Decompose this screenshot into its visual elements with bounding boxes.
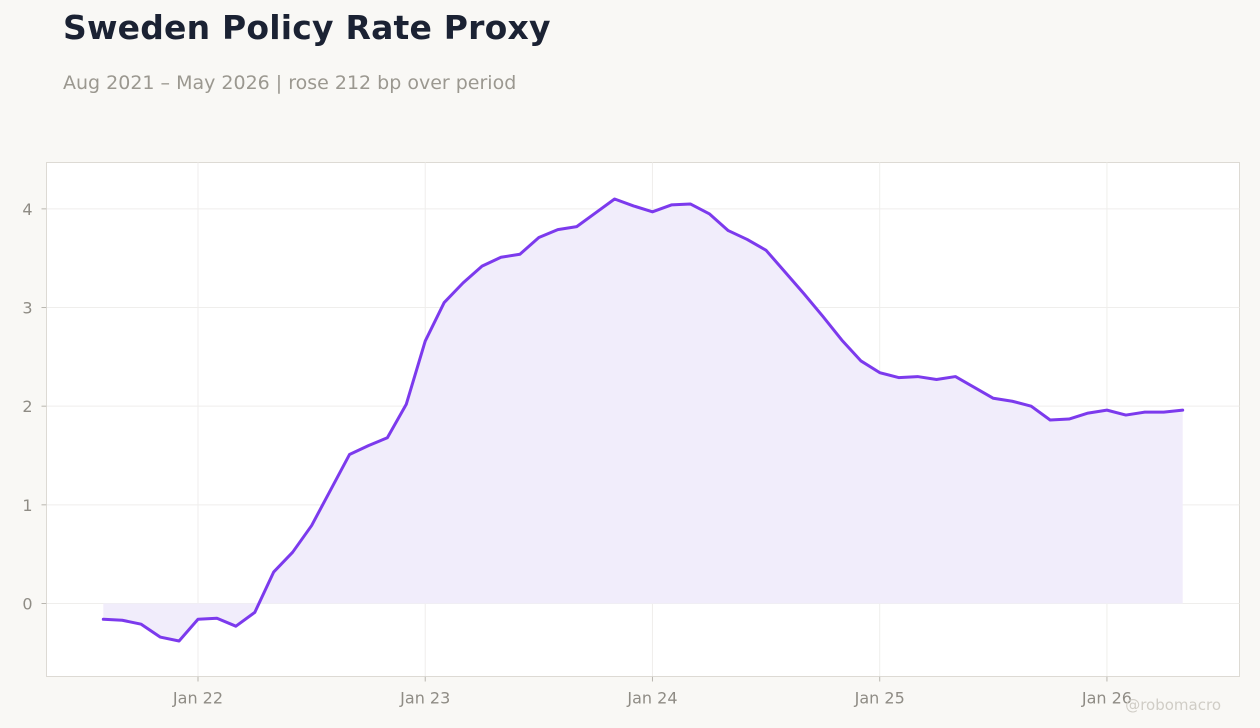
y-tick-label: 2 [22,397,32,416]
y-tick-label: 4 [22,200,32,219]
x-tick-label: Jan 24 [626,689,677,708]
chart-subtitle: Aug 2021 – May 2026 | rose 212 bp over p… [63,72,517,94]
x-tick-label: Jan 26 [1081,689,1132,708]
x-axis: Jan 22 Jan 23 Jan 24 Jan 25 Jan 26 [172,676,1132,708]
y-axis: 0 1 2 3 4 [22,200,47,613]
y-tick-label: 0 [22,594,32,613]
x-tick-label: Jan 25 [854,689,905,708]
watermark-text: @robomacro [1125,696,1221,714]
chart-title: Sweden Policy Rate Proxy [63,8,551,47]
x-tick-label: Jan 22 [172,689,223,708]
area-fill [103,199,1183,641]
series-line [101,197,1185,643]
y-tick-label: 3 [22,299,32,318]
x-tick-label: Jan 23 [399,689,450,708]
y-tick-label: 1 [22,496,32,515]
